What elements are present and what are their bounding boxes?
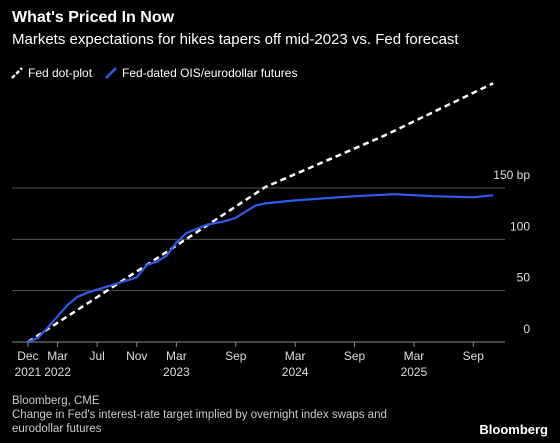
x-tick-year: 2024	[282, 365, 309, 379]
y-tick-label: 0	[523, 322, 530, 336]
series-line	[27, 82, 494, 344]
legend-swatch	[11, 67, 23, 79]
x-tick-year: 2022	[44, 365, 71, 379]
x-tick-label: Mar	[404, 349, 425, 363]
series-line	[27, 193, 494, 344]
legend-label: Fed dot-plot	[28, 66, 93, 80]
note: Change in Fed's interest-rate target imp…	[12, 409, 387, 435]
x-tick-label: Dec	[17, 349, 38, 363]
x-tick-label: Mar	[47, 349, 68, 363]
chart-title: What's Priced In Now	[12, 9, 175, 26]
x-tick-label: Mar	[166, 349, 187, 363]
y-tick-label: 100	[510, 219, 530, 233]
x-tick-year: 2021	[15, 365, 42, 379]
legend-swatch	[105, 67, 117, 79]
x-tick-label: Sep	[225, 349, 247, 363]
source: Bloomberg, CME	[12, 395, 100, 407]
y-tick-label: 150 bp	[493, 168, 530, 182]
x-tick-label: Nov	[126, 349, 147, 363]
x-tick-label: Sep	[463, 349, 485, 363]
legend-label: Fed-dated OIS/eurodollar futures	[122, 66, 297, 80]
chart-subtitle: Markets expectations for hikes tapers of…	[12, 31, 459, 48]
x-tick-year: 2025	[401, 365, 428, 379]
x-tick-label: Mar	[285, 349, 306, 363]
x-tick-label: Jul	[90, 349, 105, 363]
y-tick-label: 50	[517, 271, 531, 285]
brand: Bloomberg	[479, 422, 548, 437]
x-tick-year: 2023	[163, 365, 190, 379]
x-tick-label: Sep	[344, 349, 366, 363]
